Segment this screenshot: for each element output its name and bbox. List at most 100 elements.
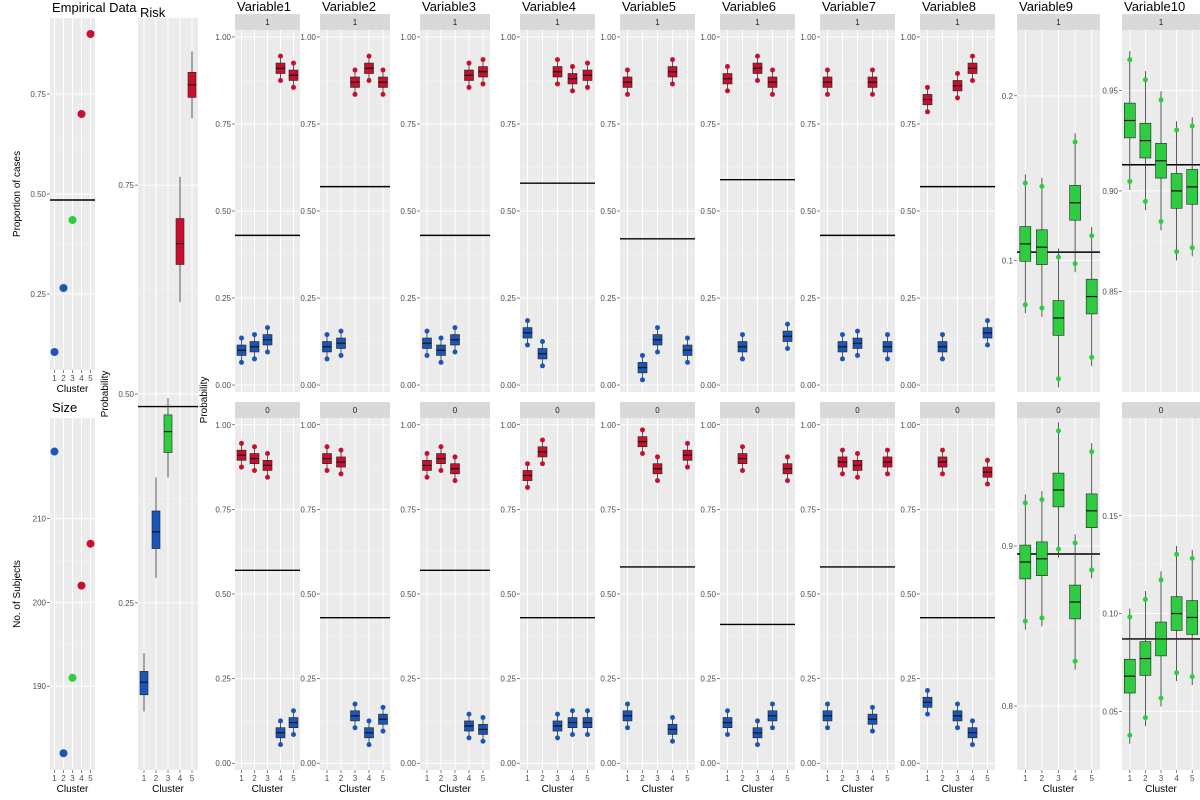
variable7-facet0-box-2-top-point [840,447,845,453]
size-point-1 [50,447,59,456]
variable6-facet1-ytick-label-0: 0.00 [700,381,716,390]
variable5-facet0-xtick-label-5: 5 [685,774,690,783]
variable3-facet0-box-5-bottom-point [480,738,486,744]
variable2-facet1-box-4-bottom-point [366,77,372,83]
variable9-facet0-strip-label: 0 [1056,406,1061,415]
variable2-facet0-ytick-label-1: 0.25 [300,675,316,684]
size-ylabel: No. of Subjects [12,560,23,628]
variable4-facet0-ytick-label-1: 0.25 [500,675,516,684]
variable8-facet1-ytick-label-1: 0.25 [900,294,916,303]
variable3-facet0-box-4-top-point [466,711,472,717]
empirical-point-1 [50,348,59,356]
size-point-5 [86,539,95,548]
variable1-facet1-ytick-label-4: 1.00 [215,33,231,42]
variable9-facet0-box-3-top-point [1056,428,1061,434]
variable2-facet0-box-5-bottom-point [380,728,386,734]
variable3-facet1-ytick-label-0: 0.00 [400,381,416,390]
variable6-facet1-strip [720,14,795,30]
size-xtick-label-5: 5 [88,774,93,783]
variable5-facet0-box-4-top-point [670,715,675,721]
variable3-facet0-box-5-top-point [480,715,486,721]
variable9-title: Variable9 [1019,0,1073,14]
variables-ylabel: Probability [199,377,210,424]
variable6-facet0-xtick-label-1: 1 [725,774,730,783]
variable9-facet1-strip-label: 1 [1056,18,1061,27]
variable8-facet0-box-2-bottom-point [940,471,945,477]
variable10-facet0-box-2-bottom-point [1142,715,1148,721]
variable9-facet0-strip [1017,402,1100,418]
variable9-facet0-ytick-label-0: 0.8 [1002,702,1014,711]
variable10-facet0-xtick-label-3: 3 [1159,774,1164,783]
variable1-facet1-box-1-top-point [239,335,244,341]
variable4-facet1-ytick-label-0: 0.00 [500,381,516,390]
variable10-facet0-ytick-label-2: 0.15 [1102,512,1118,521]
variable6-facet1-box-1-top-point [725,64,730,70]
variable8-facet1-ytick-label-0: 0.00 [900,381,916,390]
variable9-facet1-box-5-bottom-point [1089,354,1095,360]
empirical-ytick-label-0: 0.25 [30,290,46,299]
variable5-facet0-xtick-label-4: 4 [670,774,675,783]
variable4-facet0-xtick-label-5: 5 [585,774,590,783]
variable7-facet0-box-1-bottom-point [825,725,830,731]
variable3-facet0-xtick-label-3: 3 [453,774,458,783]
variable4-facet0-ytick-label-0: 0.00 [500,759,516,768]
risk-box-4-box [175,218,185,265]
variable1-facet0-xtick-label-5: 5 [291,774,296,783]
variable3-facet1-box-3-bottom-point [452,349,458,355]
variable8-facet0-ytick-label-1: 0.25 [900,675,916,684]
variable4-facet0-box-3-top-point [555,711,560,717]
variable2-facet0-xtick-label-5: 5 [381,774,386,783]
risk-xtick-label-5: 5 [190,774,195,783]
variable1-facet0-box-4-top-point [278,718,283,724]
risk-xtick-label-1: 1 [142,774,147,783]
empirical-ylabel: Proportion of cases [12,151,23,237]
variable6-facet1-box-1-bottom-point [725,88,730,94]
variable2-facet0-strip [320,402,390,418]
variable1-facet1-box-2-top-point [252,332,257,338]
variable4-title: Variable4 [522,0,576,14]
variable10-facet0-box-5-bottom-point [1189,674,1195,680]
variable1-facet0-ytick-label-3: 0.75 [215,505,231,514]
variable6-facet0-box-5-top-point [785,454,790,460]
variable3-facet0-ytick-label-3: 0.75 [400,505,416,514]
variable8-facet1-box-2-top-point [940,332,945,338]
variable2-facet0-box-3-bottom-point [352,725,358,731]
variable1-facet0-box-5-top-point [291,708,296,714]
variable1-facet0-strip-label: 0 [265,406,270,415]
variable3-facet0-strip [420,402,490,418]
size-ytick-label-2: 210 [33,515,47,524]
variable6-facet1-box-3-top-point [755,53,760,59]
variable3-facet1-box-5-top-point [480,57,486,63]
variable8-facet0-ytick-label-2: 0.50 [900,590,916,599]
variable6-facet0-strip-label: 0 [755,406,760,415]
variable1-facet0-ytick-label-0: 0.00 [215,759,231,768]
variable4-facet1-box-3-bottom-point [555,81,560,87]
variable6-facet0-xtick-label-5: 5 [785,774,790,783]
variable4-facet0-box-4-bottom-point [570,731,575,737]
variable9-facet0-box-4-bottom-point [1072,658,1078,664]
variable1-facet1-box-2-bottom-point [252,356,257,362]
variable1-facet1-ytick-label-3: 0.75 [215,120,231,129]
variable9-facet1-box-1-top-point [1022,180,1028,186]
variable6-facet0-box-2-bottom-point [740,467,745,473]
variable7-facet1-box-4-bottom-point [870,91,875,97]
size-ytick-label-0: 190 [33,682,47,691]
variable2-facet0-xtick-label-3: 3 [353,774,358,783]
variable4-facet0-box-2-bottom-point [540,461,545,467]
risk-box-1-box [139,671,149,696]
variable10-facet1-box-2-bottom-point [1142,198,1148,204]
variable7-facet1-ytick-label-2: 0.50 [800,207,816,216]
variable3-facet0-xtick-label-2: 2 [439,774,444,783]
variable10-facet0-strip [1122,402,1200,418]
risk-box-3-box [163,414,173,453]
variable1-facet1-box-5-bottom-point [291,84,296,90]
variable5-facet1-box-1-top-point [625,67,630,73]
variable2-facet1-strip [320,14,390,30]
variable2-facet0-xlabel: Cluster [339,784,371,795]
variable8-facet0-box-4-bottom-point [970,742,975,748]
variable5-facet1-ytick-label-4: 1.00 [600,33,616,42]
variable4-facet1-strip-label: 1 [555,18,560,27]
variable9-facet0-box-5-bottom-point [1089,567,1095,573]
variable7-facet1-box-3-bottom-point [855,352,860,358]
